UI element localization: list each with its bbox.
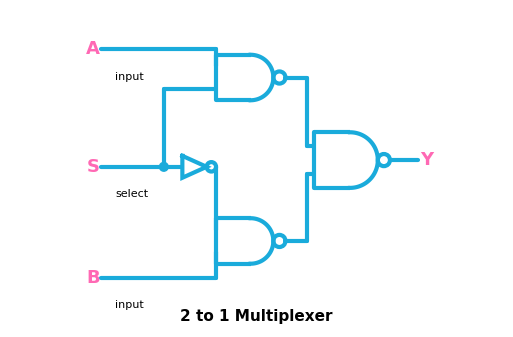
- Text: 2 to 1 Multiplexer: 2 to 1 Multiplexer: [180, 309, 333, 324]
- Text: input: input: [115, 72, 144, 83]
- Text: S: S: [87, 158, 100, 176]
- Text: select: select: [115, 189, 148, 199]
- Text: Y: Y: [420, 151, 433, 169]
- Text: B: B: [86, 269, 100, 287]
- Circle shape: [160, 162, 168, 171]
- Text: A: A: [86, 40, 100, 58]
- Text: input: input: [115, 300, 144, 310]
